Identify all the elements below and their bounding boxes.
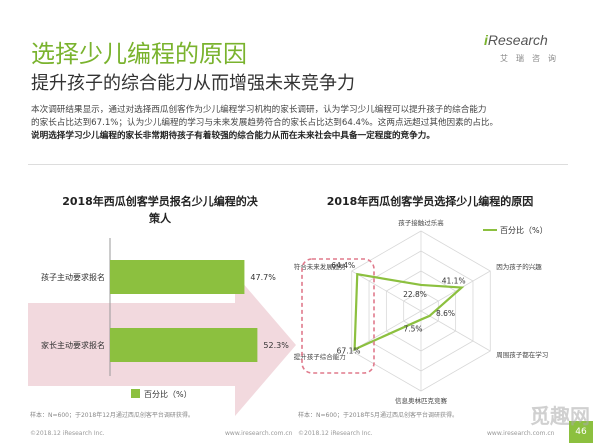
bar-category-label-2: 家长主动要求报名 (41, 340, 105, 350)
radar-legend-label: 百分比（%） (500, 225, 548, 235)
intro-line-3: 说明选择学习少儿编程的家长非常期待孩子有着较强的综合能力从而在未来社会中具备一定… (31, 131, 435, 141)
radar-spoke-2 (420, 270, 491, 312)
radar-spoke-3 (420, 310, 491, 352)
intro-line-1: 本次调研结果显示，通过对选择西瓜创客作为少儿编程学习机构的家长调研，认为学习少儿… (31, 105, 487, 115)
brand-logo-i: i (484, 32, 488, 48)
right-chart-title: 2018年西瓜创客学员选择少儿编程的原因 (326, 195, 534, 208)
radar-value-label-3: 8.6% (436, 309, 455, 318)
radar-spoke-6 (351, 270, 422, 312)
radar-axis-label-5: 提升孩子综合能力 (294, 352, 346, 361)
radar-chart: 22.8% 41.1% 8.6% 7.5% 67.1% 64.4% 孩子接触过乐高因为孩子的… (294, 218, 549, 405)
footer-copyright-right: ©2018.12 iResearch Inc. (298, 430, 373, 437)
watermark: 觅趣网 (530, 404, 590, 428)
bar-chart: 孩子主动要求报名 47.7% 家长主动要求报名 52.3% 百分比（%） (41, 238, 289, 399)
right-chart-note: 样本：N=600；于2018年5月通过西瓜创客平台调研获得。 (298, 412, 459, 419)
bar-legend-swatch (131, 389, 140, 398)
radar-value-label-1: 22.8% (403, 290, 427, 299)
intro-text: 本次调研结果显示，通过对选择西瓜创客作为少儿编程学习机构的家长调研，认为学习少儿… (31, 104, 571, 143)
radar-value-label-2: 41.1% (442, 277, 466, 286)
left-chart-title-line-2: 策人 (149, 212, 171, 225)
bar-category-label-1: 孩子主动要求报名 (41, 272, 105, 282)
brand-subtitle: 艾瑞咨询 (500, 54, 564, 63)
radar-axis-label-1: 孩子接触过乐高 (398, 218, 444, 227)
left-chart-title-line-1: 2018年西瓜创客学员报名少儿编程的决 (62, 195, 258, 208)
intro-line-2: 的家长占比达到67.1%；认为少儿编程的学习与未来发展趋势符合的家长占比达到64… (31, 118, 499, 128)
bar-value-label-1: 47.7% (250, 273, 276, 282)
bar-2 (110, 328, 258, 362)
radar-value-label-5: 67.1% (337, 346, 361, 355)
radar-axis-label-4: 信息奥林匹克竞赛 (395, 396, 448, 405)
footer-url-left[interactable]: www.iresearch.com.cn (225, 430, 293, 437)
footer-url-right[interactable]: www.iresearch.com.cn (487, 430, 555, 437)
radar-series-line (353, 272, 465, 352)
radar-axis-label-2: 因为孩子的兴趣 (496, 262, 542, 271)
bar-legend-label: 百分比（%） (144, 389, 192, 399)
highlight-box (301, 258, 375, 374)
bar-1 (110, 260, 245, 294)
page-number: 46 (569, 421, 593, 443)
left-chart-title: 2018年西瓜创客学员报名少儿编程的决 策人 (40, 193, 280, 227)
radar-axis-label-3: 周围孩子都在学习 (496, 350, 548, 359)
footer-copyright-left: ©2018.12 iResearch Inc. (30, 430, 105, 437)
brand-logo: iResearch (484, 32, 548, 48)
left-chart-note: 样本：N=600；于2018年12月通过西瓜创客平台调研获得。 (30, 412, 194, 419)
brand-logo-name: Research (487, 32, 548, 48)
bar-value-label-2: 52.3% (263, 341, 289, 350)
radar-value-label-6: 64.4% (331, 261, 355, 270)
page-title: 选择少儿编程的原因 (31, 40, 247, 68)
page-subtitle: 提升孩子的综合能力从而增强未来竞争力 (31, 73, 355, 94)
radar-value-label-4: 7.5% (403, 325, 422, 334)
radar-axis-label-6: 符合未来发展趋势 (294, 262, 347, 271)
divider (28, 164, 568, 165)
